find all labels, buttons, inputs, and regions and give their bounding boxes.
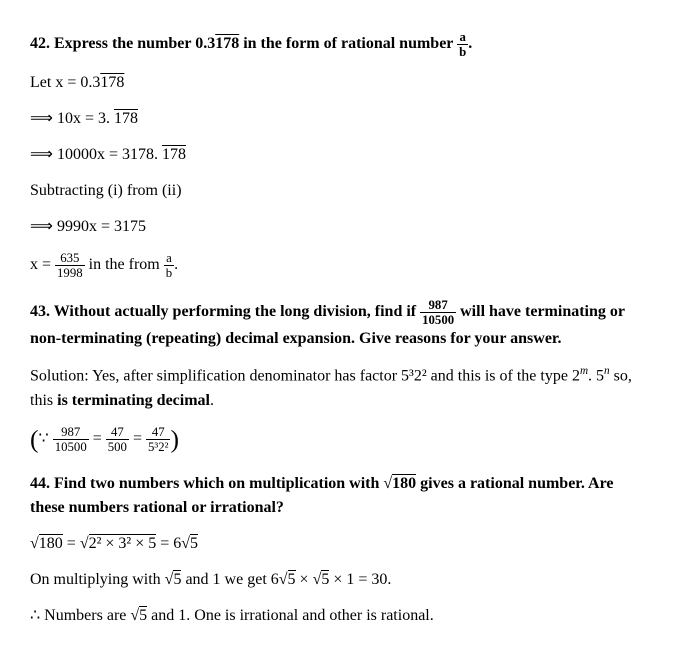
q42-title-pre: 42. Express the number 0.3 [30,35,215,52]
q42-period: . [468,35,472,52]
q42-l6-num: 635 [55,251,85,266]
q43-because: ∵ [39,430,53,447]
q42-l1-pre: Let x = 0.3 [30,74,100,91]
q44-line2: On multiplying with √5 and 1 we get 6√5 … [30,568,650,592]
q42-l2-pre: ⟹ 10x = 3. [30,110,114,127]
q42-l2-rep: 178 [114,110,138,127]
q44-line1: √180 = √2² × 3² × 5 = 6√5 [30,532,650,556]
q43-frac: 98710500 [420,298,456,327]
q44-l2-post: × 1 = 30. [329,571,391,588]
q44-l1-eq2: = 6 [156,535,181,552]
q43-eq1: = [89,430,106,447]
rparen-icon: ) [170,424,179,453]
q43-eq: (∵ 98710500 = 47500 = 475³2²) [30,425,650,454]
question-44: 44. Find two numbers which on multiplica… [30,472,650,628]
q43-d2: 500 [106,440,129,454]
q42-line3: ⟹ 10000x = 3178. 178 [30,143,650,167]
q42-l6-den: 1998 [55,266,85,280]
q42-l6-b: b [164,266,174,280]
q44-l1-sq1: 180 [39,534,63,552]
q43-f1: 98710500 [53,425,89,454]
q42-l3-rep: 178 [162,146,186,163]
q42-title-rep: 178 [215,35,239,52]
q43-f3: 475³2² [146,425,170,454]
q44-l3-post: and 1. One is irrational and other is ra… [147,607,434,624]
q42-frac-a: a [457,30,468,45]
q42-frac-ab: ab [457,30,468,59]
sqrt-icon: √180 [383,474,416,492]
question-42: 42. Express the number 0.3178 in the for… [30,30,650,280]
q42-line2: ⟹ 10x = 3. 178 [30,107,650,131]
q44-l2-mid2: × [296,571,313,588]
sqrt-icon: √5 [279,570,296,588]
q43-s1: Solution: Yes, after simplification deno… [30,368,580,385]
q44-l1-sq3: 5 [190,534,198,552]
q42-l1-rep: 178 [100,74,124,91]
q44-l3-pre: ∴ Numbers are [30,607,130,624]
q43-n1: 987 [53,425,89,440]
q43-title: 43. Without actually performing the long… [30,298,650,351]
sqrt-icon: √5 [181,534,198,552]
sqrt-icon: √5 [130,606,147,624]
sqrt-icon: √5 [165,570,182,588]
q44-l1-sq2: 2² × 3² × 5 [89,534,157,552]
q43-n2: 47 [106,425,129,440]
q42-l6-a: a [164,251,174,266]
q42-line6: x = 6351998 in the from ab. [30,251,650,280]
q43-s1-mid: . 5 [588,368,604,385]
q44-l2-sq2: 5 [288,570,296,588]
q43-s1-end: . [210,392,214,409]
q43-fden: 10500 [420,313,456,327]
q44-t1: 44. Find two numbers which on multiplica… [30,475,383,492]
q44-title: 44. Find two numbers which on multiplica… [30,472,650,520]
q43-t1: 43. Without actually performing the long… [30,303,420,320]
q42-line1: Let x = 0.3178 [30,71,650,95]
sqrt-icon: √2² × 3² × 5 [80,534,156,552]
q43-n3: 47 [146,425,170,440]
q44-l2-mid: and 1 we get 6 [181,571,278,588]
q42-line4: Subtracting (i) from (ii) [30,179,650,203]
q44-l1-eq: = [63,535,80,552]
lparen-icon: ( [30,424,39,453]
q43-eq2: = [129,430,146,447]
q44-l2-pre: On multiplying with [30,571,165,588]
q42-l3-pre: ⟹ 10000x = 3178. [30,146,162,163]
q42-line5: ⟹ 9990x = 3175 [30,215,650,239]
q42-title-post: in the form of rational number [239,35,457,52]
q42-l6-period: . [174,256,178,273]
q43-solution: Solution: Yes, after simplification deno… [30,363,650,412]
q44-sq1: 180 [392,474,416,492]
question-43: 43. Without actually performing the long… [30,298,650,454]
q42-frac-b: b [457,45,468,59]
sqrt-icon: √5 [313,570,330,588]
q42-l6-pre: x = [30,256,55,273]
q42-title: 42. Express the number 0.3178 in the for… [30,30,650,59]
q44-line3: ∴ Numbers are √5 and 1. One is irrationa… [30,604,650,628]
q43-fnum: 987 [420,298,456,313]
q43-s1-m: m [580,365,588,377]
q42-l6-frac: 6351998 [55,251,85,280]
q43-f2: 47500 [106,425,129,454]
q44-l3-sq: 5 [139,606,147,624]
q42-l6-mid: in the from [85,256,164,273]
q43-d1: 10500 [53,440,89,454]
q43-d3: 5³2² [146,440,170,454]
q42-l6-ab: ab [164,251,174,280]
sqrt-icon: √180 [30,534,63,552]
q43-s1-bold: is terminating decimal [57,392,210,409]
